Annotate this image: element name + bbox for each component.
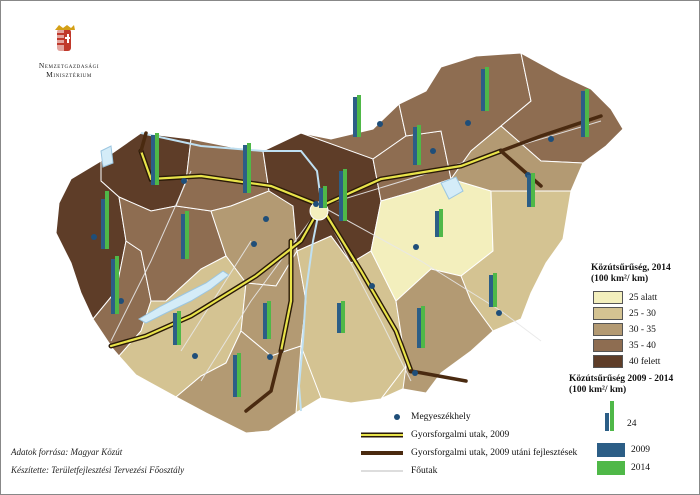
coat-of-arms-icon bbox=[55, 25, 75, 51]
bar-2014 bbox=[493, 273, 497, 307]
motorways-2009 bbox=[108, 148, 504, 374]
ministry-name: Nemzetgazdasági Minisztérium bbox=[38, 61, 100, 79]
lake-ferto bbox=[100, 145, 114, 168]
bar-2009 bbox=[481, 69, 485, 111]
lake-tisza bbox=[440, 176, 464, 200]
legend-county-seat: Megyeszékhely bbox=[359, 411, 471, 423]
bar-2009 bbox=[243, 145, 247, 193]
bar-2014 bbox=[357, 95, 361, 137]
bar-2014 bbox=[531, 173, 535, 207]
motorway-2009-icon bbox=[359, 429, 405, 441]
credits-author: Készítette: Területfejlesztési Tervezési… bbox=[11, 465, 185, 475]
bar-2009 bbox=[263, 303, 267, 339]
bar-2009 bbox=[527, 175, 531, 207]
dot-icon bbox=[359, 411, 405, 423]
bar-2014 bbox=[115, 256, 119, 314]
bar-2009 bbox=[101, 199, 105, 249]
density-legend-title: Közútsűrűség, 2014 (100 km²/ km) bbox=[591, 263, 671, 284]
main-road-icon bbox=[359, 465, 405, 477]
county-bacs-kiskun bbox=[296, 235, 407, 404]
bar-2014 bbox=[585, 89, 589, 137]
bar-2014 bbox=[417, 125, 421, 165]
scale-bar-icon bbox=[605, 401, 614, 431]
credits-source: Adatok forrása: Magyar Közút bbox=[11, 447, 123, 457]
bar-2014 bbox=[421, 306, 425, 348]
density-label: 35 - 40 bbox=[629, 340, 656, 351]
bar-2014 bbox=[267, 301, 271, 339]
county-bekes bbox=[460, 190, 572, 332]
bar-2009 bbox=[413, 127, 417, 165]
density-class-2: 30 - 35 bbox=[593, 323, 656, 336]
bar-2009 bbox=[111, 259, 115, 314]
bar-2014 bbox=[247, 143, 251, 193]
density-class-3: 35 - 40 bbox=[593, 339, 656, 352]
bar-2014 bbox=[439, 209, 443, 237]
series-2009: 2009 bbox=[597, 443, 650, 457]
density-label: 40 felett bbox=[629, 356, 661, 367]
density-class-0: 25 alatt bbox=[593, 291, 657, 304]
county-szabolcs bbox=[500, 52, 624, 164]
bar-2009 bbox=[173, 313, 177, 345]
density-swatch bbox=[593, 323, 623, 336]
density-swatch bbox=[593, 307, 623, 320]
bar-2014 bbox=[237, 353, 241, 397]
bar-2014 bbox=[185, 211, 189, 259]
bar-2009 bbox=[151, 135, 155, 185]
scale-value: 24 bbox=[627, 419, 637, 429]
density-swatch bbox=[593, 355, 623, 368]
density-swatch bbox=[593, 291, 623, 304]
density-class-1: 25 - 30 bbox=[593, 307, 656, 320]
change-legend-title: Közútsűrűség 2009 - 2014 (100 km²/ km) bbox=[569, 374, 674, 395]
legend-motorway-2009: Gyorsforgalmi utak, 2009 bbox=[359, 429, 509, 441]
county-csongrad bbox=[395, 268, 494, 394]
bar-2014 bbox=[341, 301, 345, 333]
bar-2009 bbox=[181, 214, 185, 259]
bar-2009 bbox=[489, 275, 493, 307]
bar-2014 bbox=[485, 67, 489, 111]
bar-2009 bbox=[581, 91, 585, 137]
density-swatch bbox=[593, 339, 623, 352]
bar-2009 bbox=[319, 188, 323, 208]
legend-main-road: Főutak bbox=[359, 465, 437, 477]
legend-motorway-new: Gyorsforgalmi utak, 2009 utáni fejleszté… bbox=[359, 447, 577, 459]
density-label: 25 - 30 bbox=[629, 308, 656, 319]
bar-2014 bbox=[177, 311, 181, 345]
bar-2009 bbox=[339, 171, 343, 221]
density-class-4: 40 felett bbox=[593, 355, 660, 368]
main-roads bbox=[110, 120, 602, 382]
bar-2014 bbox=[323, 186, 327, 208]
series-2014-swatch bbox=[597, 461, 625, 475]
series-2014: 2014 bbox=[597, 461, 650, 475]
bar-2009 bbox=[353, 97, 357, 137]
bar-2014 bbox=[155, 133, 159, 185]
density-label: 25 alatt bbox=[629, 292, 658, 303]
bar-2014 bbox=[105, 191, 109, 249]
bar-2014 bbox=[343, 169, 347, 221]
bar-2009 bbox=[417, 308, 421, 348]
bar-2009 bbox=[435, 211, 439, 237]
bar-2009 bbox=[337, 303, 341, 333]
series-2009-swatch bbox=[597, 443, 625, 457]
bar-2009 bbox=[233, 355, 237, 397]
motorway-new-icon bbox=[359, 447, 405, 459]
density-label: 30 - 35 bbox=[629, 324, 656, 335]
density-bars bbox=[101, 67, 589, 397]
